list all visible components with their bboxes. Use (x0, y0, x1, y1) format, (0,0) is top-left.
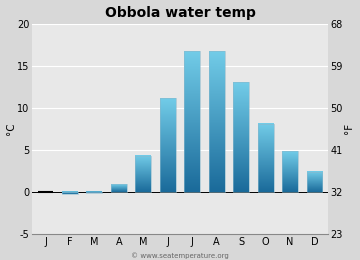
Bar (111, 184, 127, 192)
Y-axis label: °F: °F (345, 123, 355, 134)
Title: Obbola water temp: Obbola water temp (104, 5, 256, 19)
Bar (184, 51, 200, 192)
Text: © www.seatemperature.org: © www.seatemperature.org (131, 252, 229, 259)
Bar (209, 51, 225, 192)
Bar (258, 124, 274, 192)
Bar (306, 172, 323, 192)
Bar (62, 192, 78, 194)
Bar (160, 98, 176, 192)
Bar (86, 192, 102, 193)
Bar (135, 156, 151, 192)
Bar (282, 151, 298, 192)
Y-axis label: °C: °C (5, 122, 15, 135)
Bar (233, 82, 249, 192)
